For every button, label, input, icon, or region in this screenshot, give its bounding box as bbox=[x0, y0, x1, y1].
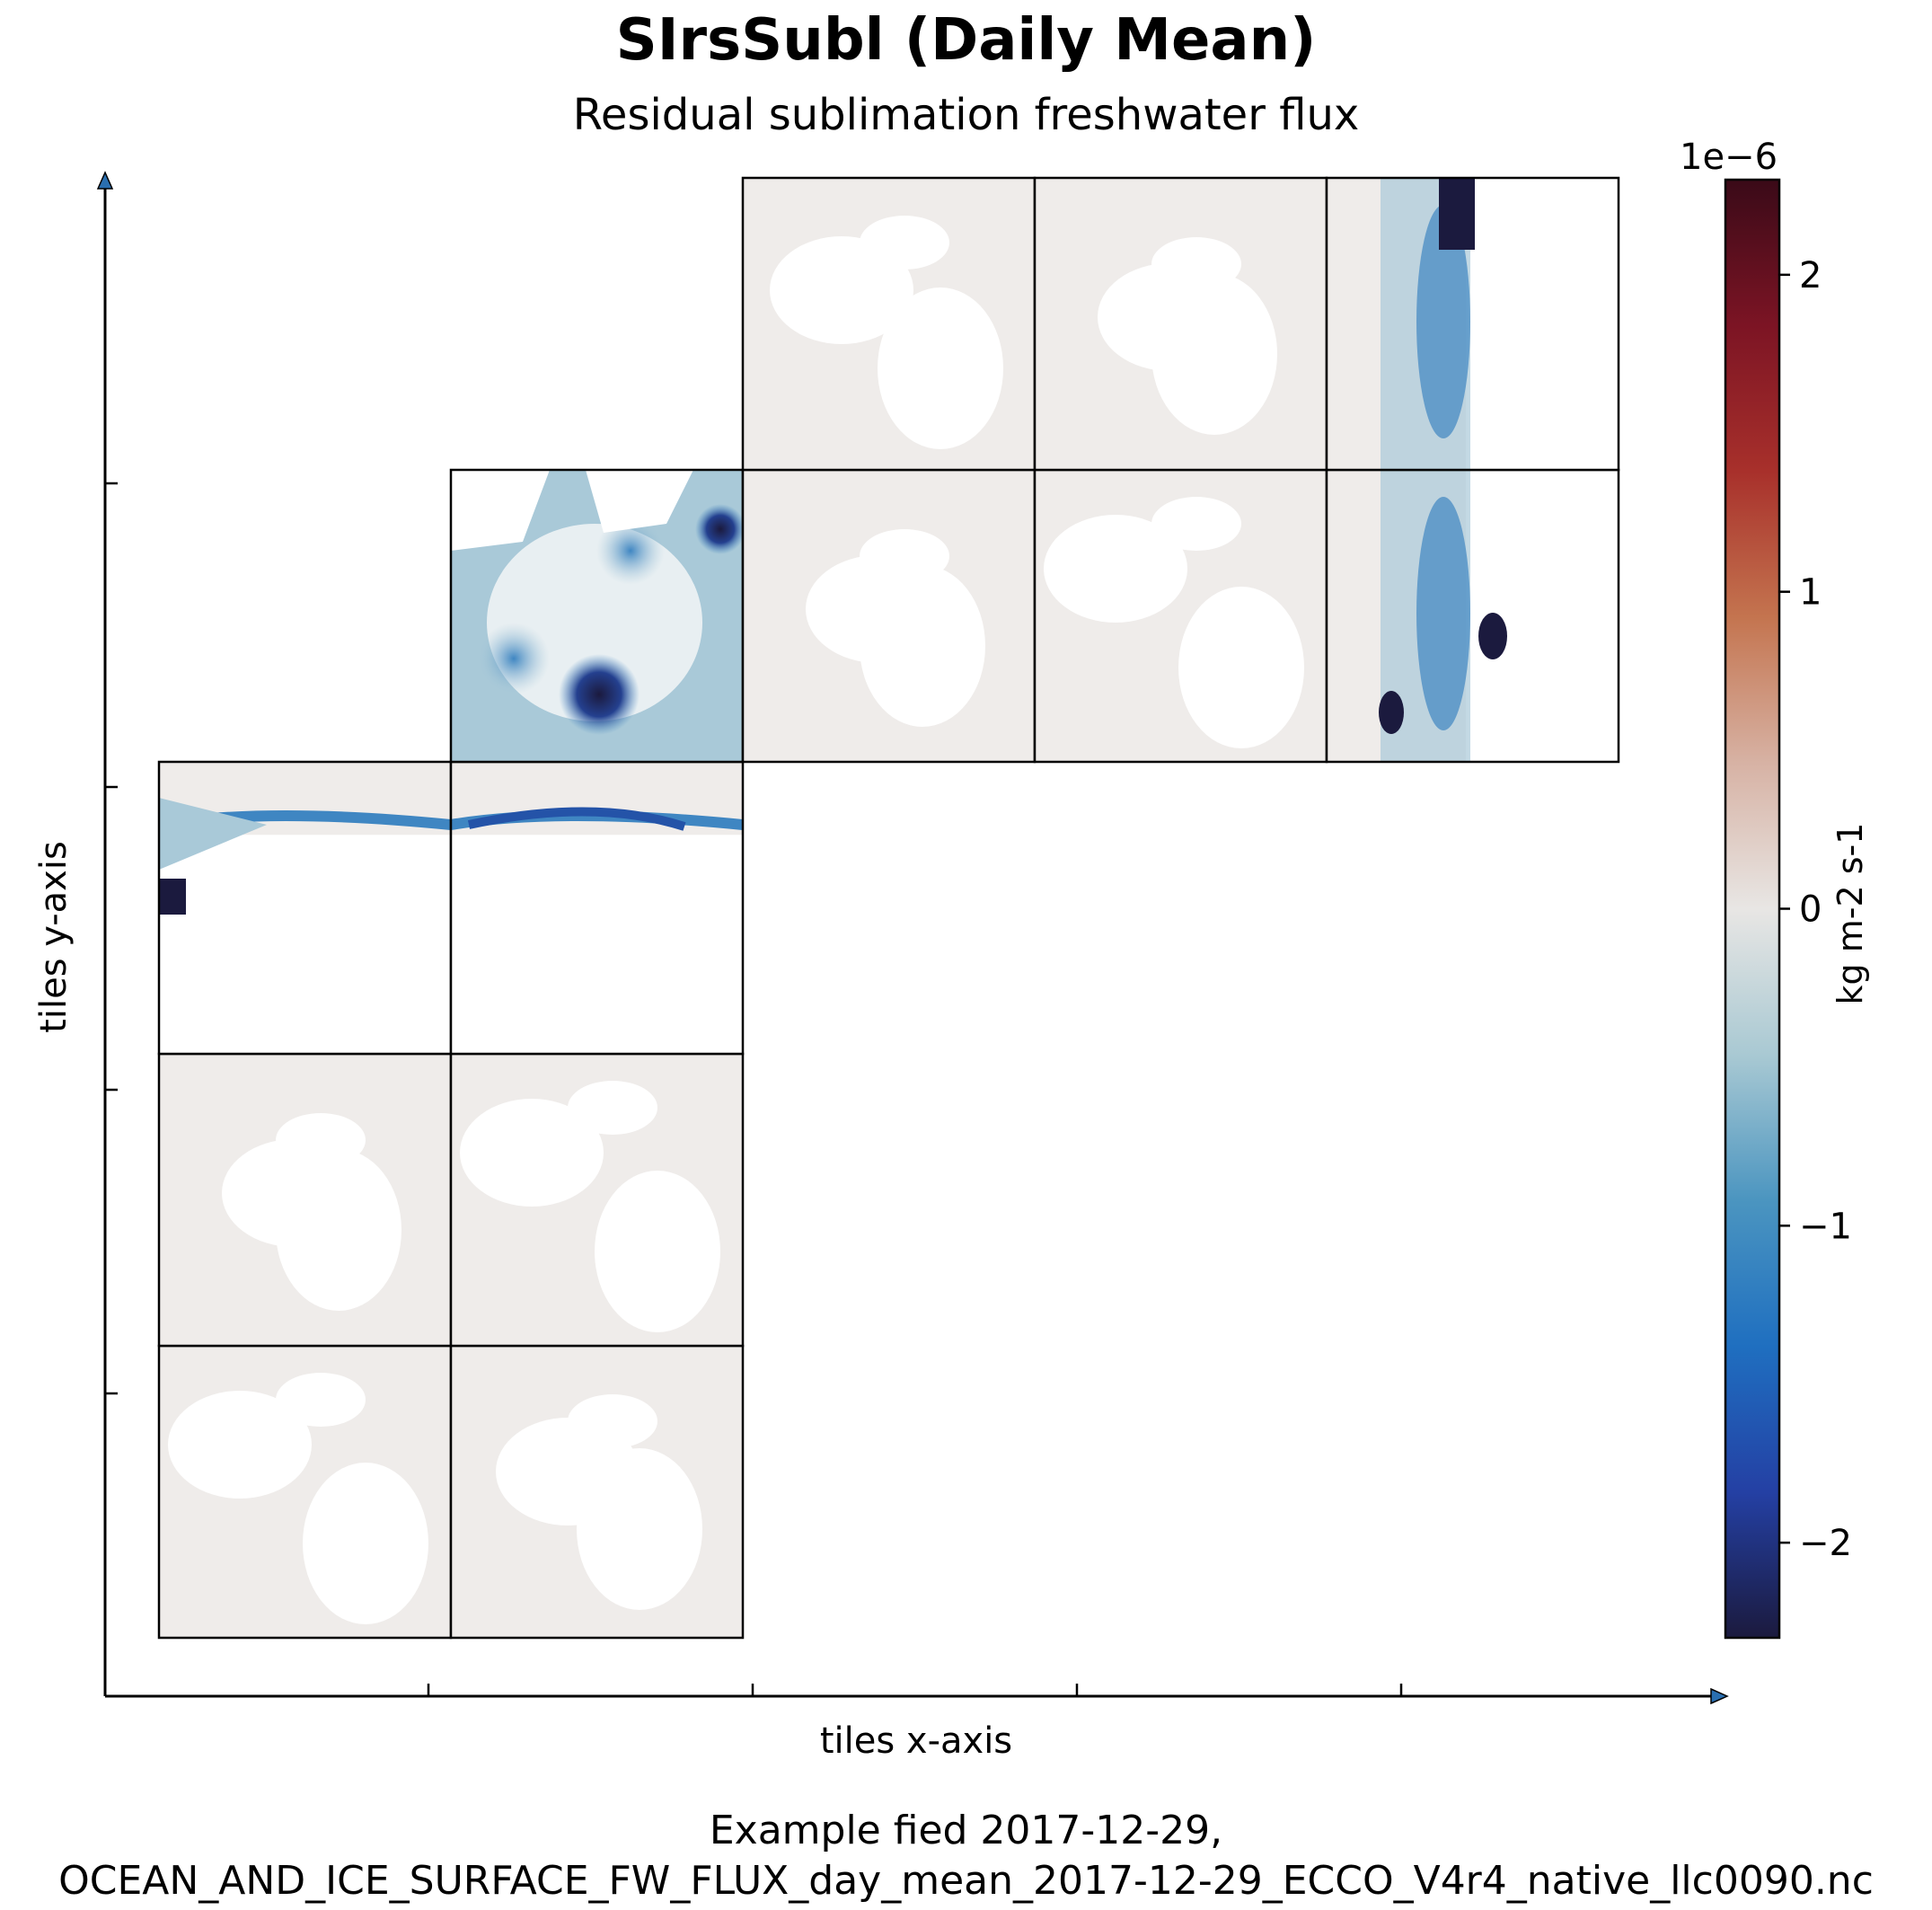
land-mass bbox=[1151, 497, 1241, 551]
land-mass bbox=[276, 1113, 366, 1167]
colorbar-tick-label: 1 bbox=[1799, 572, 1822, 614]
tile-1-0 bbox=[449, 1344, 745, 1640]
caption-line-1: Example fied 2017-12-29, bbox=[709, 1808, 1223, 1853]
tile-1-2 bbox=[449, 760, 745, 1056]
land-mass bbox=[586, 470, 693, 533]
tile-3-4 bbox=[1033, 176, 1328, 472]
sublimation-weak bbox=[159, 798, 267, 870]
land-mass bbox=[860, 216, 949, 270]
figure-caption: Example fied 2017-12-29, OCEAN_AND_ICE_S… bbox=[0, 1806, 1932, 1906]
tile-2-4 bbox=[741, 176, 1037, 472]
tile-4-3 bbox=[1325, 468, 1620, 764]
y-axis-arrow bbox=[96, 171, 114, 190]
sublimation-moderate bbox=[1416, 205, 1470, 438]
x-axis-arrow bbox=[1710, 1687, 1729, 1705]
land-mass bbox=[1044, 515, 1187, 623]
caption-line-2: OCEAN_AND_ICE_SURFACE_FW_FLUX_day_mean_2… bbox=[58, 1858, 1874, 1904]
colorbar-label: kg m-2 s-1 bbox=[1831, 822, 1870, 1005]
sublimation-strong bbox=[1478, 613, 1507, 659]
ice-edge-strong bbox=[467, 807, 686, 831]
sublimation-strong bbox=[1439, 178, 1475, 250]
land-mass bbox=[878, 287, 1003, 449]
land-mass bbox=[568, 1081, 657, 1135]
colorbar-tick-label: 0 bbox=[1799, 889, 1822, 931]
sublimation-strong bbox=[559, 654, 640, 735]
land-mass bbox=[595, 1171, 720, 1332]
land-mass bbox=[1466, 178, 1619, 470]
land-mass bbox=[168, 1391, 312, 1499]
tile-border bbox=[1325, 176, 1620, 472]
land-mass bbox=[159, 835, 451, 1054]
colorbar-tick-label: 2 bbox=[1799, 255, 1822, 296]
land-mass bbox=[276, 1373, 366, 1427]
land-mass bbox=[460, 1099, 604, 1207]
land-mass bbox=[568, 1394, 657, 1448]
sublimation-strong bbox=[159, 879, 186, 915]
tile-1-3 bbox=[449, 468, 745, 764]
y-axis-label: tiles y-axis bbox=[33, 841, 75, 1033]
land-mass bbox=[451, 470, 550, 551]
tile-2-3 bbox=[741, 468, 1037, 764]
tile-0-2 bbox=[157, 760, 453, 1056]
tile-3-3 bbox=[1033, 468, 1328, 764]
x-axis-label: tiles x-axis bbox=[819, 1720, 1013, 1762]
tile-4-4 bbox=[1325, 176, 1620, 472]
colorbar-multiplier: 1e−6 bbox=[1680, 137, 1778, 178]
chart-subtitle: Residual sublimation freshwater flux bbox=[572, 90, 1360, 140]
colorbar-tick-label: −1 bbox=[1799, 1206, 1852, 1247]
land-mass bbox=[303, 1463, 428, 1624]
land-mass bbox=[1151, 237, 1241, 291]
colorbar bbox=[1724, 178, 1781, 1640]
tile-0-0 bbox=[157, 1344, 453, 1640]
land-mass bbox=[577, 1448, 702, 1610]
sublimation-moderate bbox=[478, 623, 550, 694]
colorbar-tick-label: −2 bbox=[1799, 1523, 1852, 1564]
land-mass bbox=[276, 1149, 401, 1311]
land-mass bbox=[860, 529, 949, 583]
sublimation-moderate bbox=[1416, 497, 1470, 730]
land-mass bbox=[1178, 587, 1304, 748]
land-mass bbox=[451, 835, 743, 1054]
land-mass bbox=[860, 565, 985, 727]
tile-0-1 bbox=[157, 1052, 453, 1348]
sublimation-strong bbox=[695, 504, 743, 554]
sublimation-strong bbox=[1379, 691, 1404, 734]
chart-title: SIrsSubl (Daily Mean) bbox=[615, 7, 1317, 74]
tile-1-1 bbox=[449, 1052, 745, 1348]
land-mass bbox=[1151, 273, 1277, 435]
sublimation-moderate bbox=[596, 517, 665, 585]
